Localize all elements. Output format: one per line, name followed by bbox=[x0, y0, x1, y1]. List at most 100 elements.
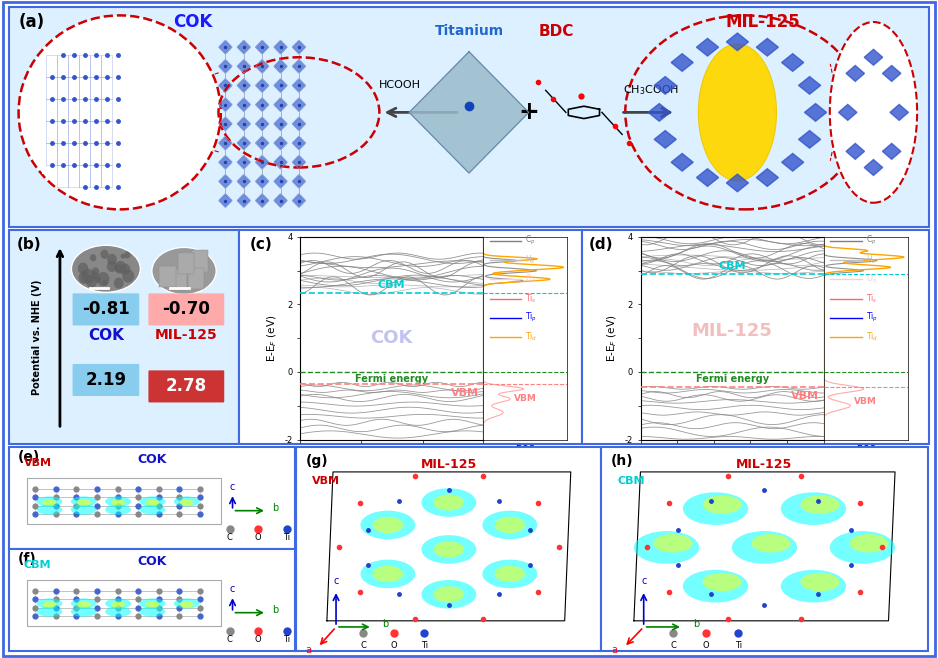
Polygon shape bbox=[293, 98, 306, 111]
Polygon shape bbox=[293, 136, 306, 149]
Ellipse shape bbox=[105, 496, 131, 507]
Ellipse shape bbox=[140, 598, 165, 609]
Polygon shape bbox=[237, 60, 250, 73]
Polygon shape bbox=[293, 194, 306, 207]
Polygon shape bbox=[654, 130, 676, 148]
Text: 2.19: 2.19 bbox=[85, 371, 127, 389]
FancyBboxPatch shape bbox=[98, 68, 105, 86]
FancyBboxPatch shape bbox=[601, 447, 928, 651]
FancyBboxPatch shape bbox=[86, 90, 94, 108]
FancyBboxPatch shape bbox=[76, 90, 83, 108]
FancyBboxPatch shape bbox=[53, 113, 61, 130]
FancyBboxPatch shape bbox=[9, 549, 295, 651]
Text: VBM: VBM bbox=[792, 392, 819, 401]
FancyBboxPatch shape bbox=[65, 113, 72, 130]
Ellipse shape bbox=[77, 499, 91, 505]
X-axis label: DOS: DOS bbox=[516, 445, 535, 454]
FancyBboxPatch shape bbox=[53, 157, 61, 174]
FancyBboxPatch shape bbox=[159, 266, 175, 287]
Text: Ti$_p$: Ti$_p$ bbox=[525, 311, 537, 324]
Ellipse shape bbox=[683, 570, 749, 603]
Polygon shape bbox=[756, 38, 779, 56]
Ellipse shape bbox=[86, 275, 98, 288]
FancyBboxPatch shape bbox=[76, 157, 83, 174]
FancyBboxPatch shape bbox=[53, 46, 61, 64]
Ellipse shape bbox=[42, 601, 56, 607]
Ellipse shape bbox=[107, 261, 117, 272]
FancyBboxPatch shape bbox=[53, 134, 61, 152]
Text: Ti: Ti bbox=[421, 641, 428, 650]
Polygon shape bbox=[293, 60, 306, 73]
Polygon shape bbox=[697, 168, 719, 186]
Ellipse shape bbox=[751, 534, 791, 553]
Text: Fermi energy: Fermi energy bbox=[696, 374, 768, 384]
Ellipse shape bbox=[140, 496, 165, 507]
Polygon shape bbox=[726, 33, 749, 51]
Text: (c): (c) bbox=[250, 237, 272, 252]
Polygon shape bbox=[671, 153, 693, 171]
FancyBboxPatch shape bbox=[65, 46, 72, 64]
Ellipse shape bbox=[37, 496, 62, 507]
Polygon shape bbox=[274, 155, 287, 169]
Text: COK: COK bbox=[174, 13, 213, 31]
FancyBboxPatch shape bbox=[76, 46, 83, 64]
Ellipse shape bbox=[111, 499, 126, 505]
Text: O: O bbox=[390, 641, 398, 650]
Text: MIL-125: MIL-125 bbox=[155, 328, 218, 342]
Text: (f): (f) bbox=[18, 553, 37, 567]
Polygon shape bbox=[274, 60, 287, 73]
Ellipse shape bbox=[102, 280, 108, 286]
FancyBboxPatch shape bbox=[76, 68, 83, 86]
FancyBboxPatch shape bbox=[9, 230, 239, 444]
Text: COK: COK bbox=[88, 328, 124, 343]
Text: VBM: VBM bbox=[23, 458, 52, 468]
Text: c: c bbox=[230, 584, 235, 594]
Ellipse shape bbox=[482, 559, 537, 588]
Polygon shape bbox=[256, 117, 268, 130]
Polygon shape bbox=[237, 98, 250, 111]
Text: MIL-125: MIL-125 bbox=[736, 458, 793, 470]
Ellipse shape bbox=[114, 261, 127, 274]
Y-axis label: E-E$_F$ (eV): E-E$_F$ (eV) bbox=[265, 315, 279, 362]
Polygon shape bbox=[219, 79, 232, 92]
FancyBboxPatch shape bbox=[76, 134, 83, 152]
Polygon shape bbox=[274, 41, 287, 54]
Polygon shape bbox=[256, 41, 268, 54]
FancyBboxPatch shape bbox=[296, 447, 601, 651]
Ellipse shape bbox=[849, 534, 888, 553]
Text: Titanium: Titanium bbox=[434, 24, 504, 38]
Ellipse shape bbox=[37, 505, 62, 515]
FancyBboxPatch shape bbox=[9, 447, 295, 549]
Polygon shape bbox=[237, 136, 250, 149]
Text: +: + bbox=[519, 101, 539, 124]
Text: O: O bbox=[255, 533, 262, 542]
Text: (a): (a) bbox=[19, 13, 45, 31]
Ellipse shape bbox=[634, 531, 699, 564]
Ellipse shape bbox=[113, 278, 124, 289]
Ellipse shape bbox=[421, 535, 477, 564]
Ellipse shape bbox=[421, 488, 477, 517]
Polygon shape bbox=[256, 175, 268, 188]
Ellipse shape bbox=[174, 496, 200, 507]
Text: MIL-125: MIL-125 bbox=[691, 322, 773, 340]
Text: c: c bbox=[641, 576, 646, 586]
Polygon shape bbox=[293, 79, 306, 92]
Text: Ti: Ti bbox=[283, 635, 291, 644]
Text: a: a bbox=[612, 645, 617, 655]
Ellipse shape bbox=[703, 573, 742, 592]
Ellipse shape bbox=[830, 531, 895, 564]
FancyBboxPatch shape bbox=[109, 157, 116, 174]
FancyBboxPatch shape bbox=[181, 253, 197, 274]
Polygon shape bbox=[798, 76, 821, 94]
Ellipse shape bbox=[71, 245, 141, 292]
Ellipse shape bbox=[105, 598, 131, 609]
FancyBboxPatch shape bbox=[582, 230, 929, 444]
Ellipse shape bbox=[95, 276, 101, 283]
Polygon shape bbox=[654, 76, 676, 94]
FancyBboxPatch shape bbox=[65, 68, 72, 86]
Text: CBM: CBM bbox=[23, 560, 52, 570]
Polygon shape bbox=[274, 79, 287, 92]
Text: CBM: CBM bbox=[719, 261, 746, 271]
Polygon shape bbox=[256, 79, 268, 92]
Text: MIL-125: MIL-125 bbox=[421, 458, 477, 470]
